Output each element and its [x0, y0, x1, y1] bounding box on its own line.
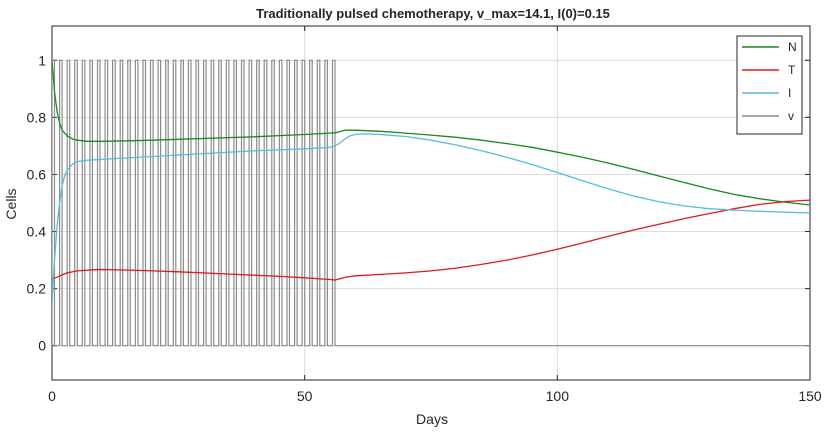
chart-title: Traditionally pulsed chemotherapy, v_max… [256, 6, 610, 21]
legend-label-N: N [788, 40, 797, 54]
x-axis-label: Days [416, 411, 448, 427]
series-I-line [52, 133, 810, 303]
y-tick-label: 0.2 [27, 281, 47, 297]
legend-label-v: v [788, 109, 794, 123]
x-tick-label: 50 [297, 388, 313, 404]
legend-box [736, 35, 803, 135]
y-tick-label: 1 [38, 52, 46, 68]
x-tick-label: 0 [48, 388, 56, 404]
series-v-line [52, 59, 810, 347]
y-tick-label: 0 [38, 338, 46, 354]
series-T-line [52, 199, 810, 281]
series-N-line [52, 60, 810, 206]
y-tick-label: 0.4 [27, 224, 47, 240]
legend-label-I: I [788, 86, 791, 100]
y-tick-label: 0.8 [27, 109, 47, 125]
legend-label-T: T [788, 63, 796, 77]
y-tick-label: 0.6 [27, 166, 47, 182]
y-axis-label: Cells [3, 188, 19, 219]
x-tick-label: 100 [546, 388, 570, 404]
x-tick-label: 150 [798, 388, 822, 404]
